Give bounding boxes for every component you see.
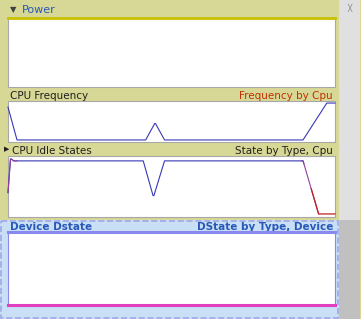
- Text: Frequency by Cpu: Frequency by Cpu: [239, 91, 333, 101]
- Text: Device Dstate: Device Dstate: [10, 222, 92, 232]
- Text: State by Type, Cpu: State by Type, Cpu: [235, 146, 333, 156]
- Bar: [8, 18, 335, 87]
- Text: ╳: ╳: [347, 4, 352, 12]
- Bar: [339, 0, 360, 319]
- Text: CPU Frequency: CPU Frequency: [10, 91, 88, 101]
- Text: Power: Power: [22, 5, 56, 15]
- Bar: [8, 101, 335, 142]
- Bar: [339, 220, 360, 319]
- Text: DState by Type, Device: DState by Type, Device: [197, 222, 333, 232]
- Bar: [8, 232, 335, 305]
- Text: CPU Idle States: CPU Idle States: [12, 146, 92, 156]
- Bar: [1, 221, 338, 318]
- Bar: [0, 220, 339, 319]
- Text: ▼: ▼: [10, 5, 17, 14]
- Bar: [8, 156, 335, 217]
- Text: ▶: ▶: [4, 146, 9, 152]
